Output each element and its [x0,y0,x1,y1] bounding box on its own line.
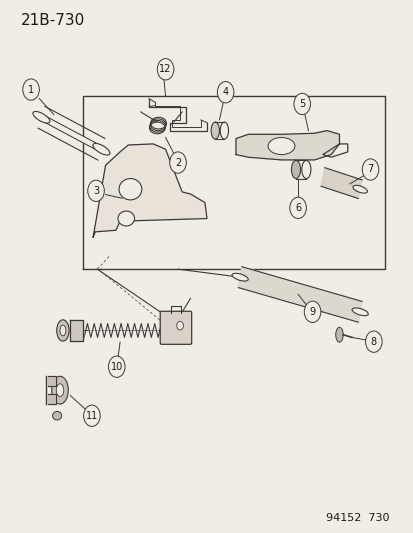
Polygon shape [70,320,83,341]
Ellipse shape [291,160,300,179]
Ellipse shape [176,321,183,330]
Circle shape [365,331,381,352]
Ellipse shape [220,122,228,139]
Ellipse shape [60,325,66,336]
Circle shape [88,180,104,201]
Ellipse shape [52,411,62,420]
Text: 6: 6 [294,203,300,213]
Text: 1: 1 [28,85,34,94]
FancyBboxPatch shape [160,311,191,344]
Circle shape [23,79,39,100]
Polygon shape [320,168,361,198]
Ellipse shape [119,179,141,200]
Circle shape [289,197,306,219]
Text: 11: 11 [85,411,98,421]
Text: 3: 3 [93,186,99,196]
Ellipse shape [301,160,310,179]
Ellipse shape [211,122,219,139]
Ellipse shape [231,273,248,281]
Polygon shape [93,144,206,237]
Circle shape [304,301,320,322]
Circle shape [108,356,125,377]
Ellipse shape [33,111,50,123]
Circle shape [293,93,310,115]
Circle shape [361,159,378,180]
Polygon shape [235,131,339,160]
Text: 8: 8 [370,337,376,346]
Text: 94152  730: 94152 730 [325,513,388,523]
Polygon shape [47,376,56,386]
Text: 7: 7 [366,165,373,174]
Circle shape [157,59,173,80]
Circle shape [217,82,233,103]
Ellipse shape [52,376,68,404]
Circle shape [83,405,100,426]
Text: 2: 2 [174,158,181,167]
Ellipse shape [118,211,134,226]
Ellipse shape [351,308,368,316]
Ellipse shape [93,143,110,155]
Ellipse shape [352,185,367,193]
Polygon shape [238,266,361,322]
Text: 21B-730: 21B-730 [21,13,85,28]
Text: 9: 9 [309,307,315,317]
Text: 4: 4 [222,87,228,97]
Ellipse shape [335,327,342,342]
Text: 12: 12 [159,64,171,74]
Circle shape [169,152,186,173]
Ellipse shape [57,320,69,341]
Ellipse shape [268,138,294,155]
Text: 5: 5 [298,99,305,109]
Polygon shape [47,394,56,404]
Ellipse shape [56,384,64,397]
Text: 10: 10 [110,362,123,372]
